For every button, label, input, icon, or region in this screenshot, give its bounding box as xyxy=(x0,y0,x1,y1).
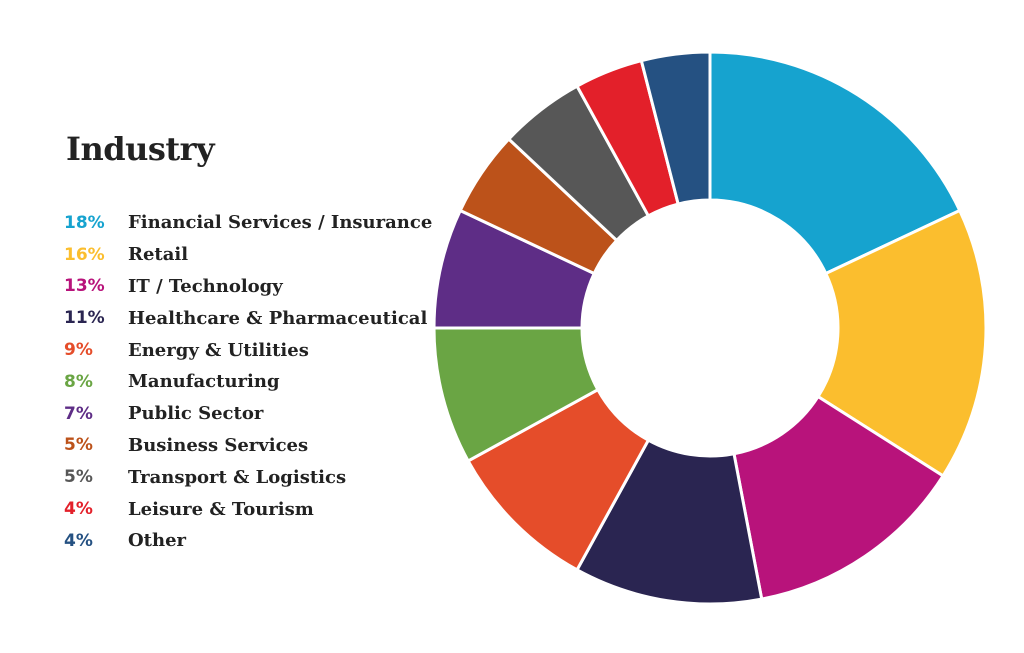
legend-value: 9% xyxy=(64,340,93,361)
legend-item: 5% Transport & Logistics xyxy=(64,461,432,493)
legend-value: 13% xyxy=(64,276,105,297)
donut-slice xyxy=(708,50,962,276)
legend-value: 5% xyxy=(64,467,93,488)
legend-value: 8% xyxy=(64,371,93,392)
donut-slice xyxy=(816,208,988,478)
legend-value: 5% xyxy=(64,435,93,456)
legend-label: Retail xyxy=(128,244,189,266)
legend-label: Leisure & Tourism xyxy=(128,498,314,520)
legend-value: 4% xyxy=(64,530,93,551)
legend-item: 7% Public Sector xyxy=(64,398,432,430)
legend-label: Energy & Utilities xyxy=(128,339,309,361)
legend-item: 9% Energy & Utilities xyxy=(64,334,432,366)
legend-label: Transport & Logistics xyxy=(128,466,347,488)
donut-slice xyxy=(639,50,712,206)
legend-value: 18% xyxy=(64,212,105,233)
legend-label: Financial Services / Insurance xyxy=(128,212,433,234)
legend-value: 16% xyxy=(64,244,105,265)
legend-label: Public Sector xyxy=(128,403,264,425)
legend-item: 4% Leisure & Tourism xyxy=(64,493,432,525)
legend-label: Manufacturing xyxy=(128,371,280,393)
legend-value: 11% xyxy=(64,308,105,329)
chart-title: Industry xyxy=(66,130,215,168)
legend-label: Business Services xyxy=(128,434,309,456)
legend-label: IT / Technology xyxy=(128,275,283,297)
legend-value: 4% xyxy=(64,499,93,520)
donut-slice xyxy=(732,394,946,601)
legend-item: 13% IT / Technology xyxy=(64,271,432,303)
legend: 18% Financial Services / Insurance 16% Reta… xyxy=(64,207,432,557)
legend-label: Healthcare & Pharmaceutical xyxy=(128,307,428,329)
legend-label: Other xyxy=(128,530,187,552)
legend-item: 4% Other xyxy=(64,525,432,557)
legend-item: 18% Financial Services / Insurance xyxy=(64,207,432,239)
legend-item: 8% Manufacturing xyxy=(64,366,432,398)
legend-value: 7% xyxy=(64,403,93,424)
legend-item: 11% Healthcare & Pharmaceutical xyxy=(64,302,432,334)
legend-item: 5% Business Services xyxy=(64,430,432,462)
legend-item: 16% Retail xyxy=(64,239,432,271)
donut-chart xyxy=(432,50,988,606)
